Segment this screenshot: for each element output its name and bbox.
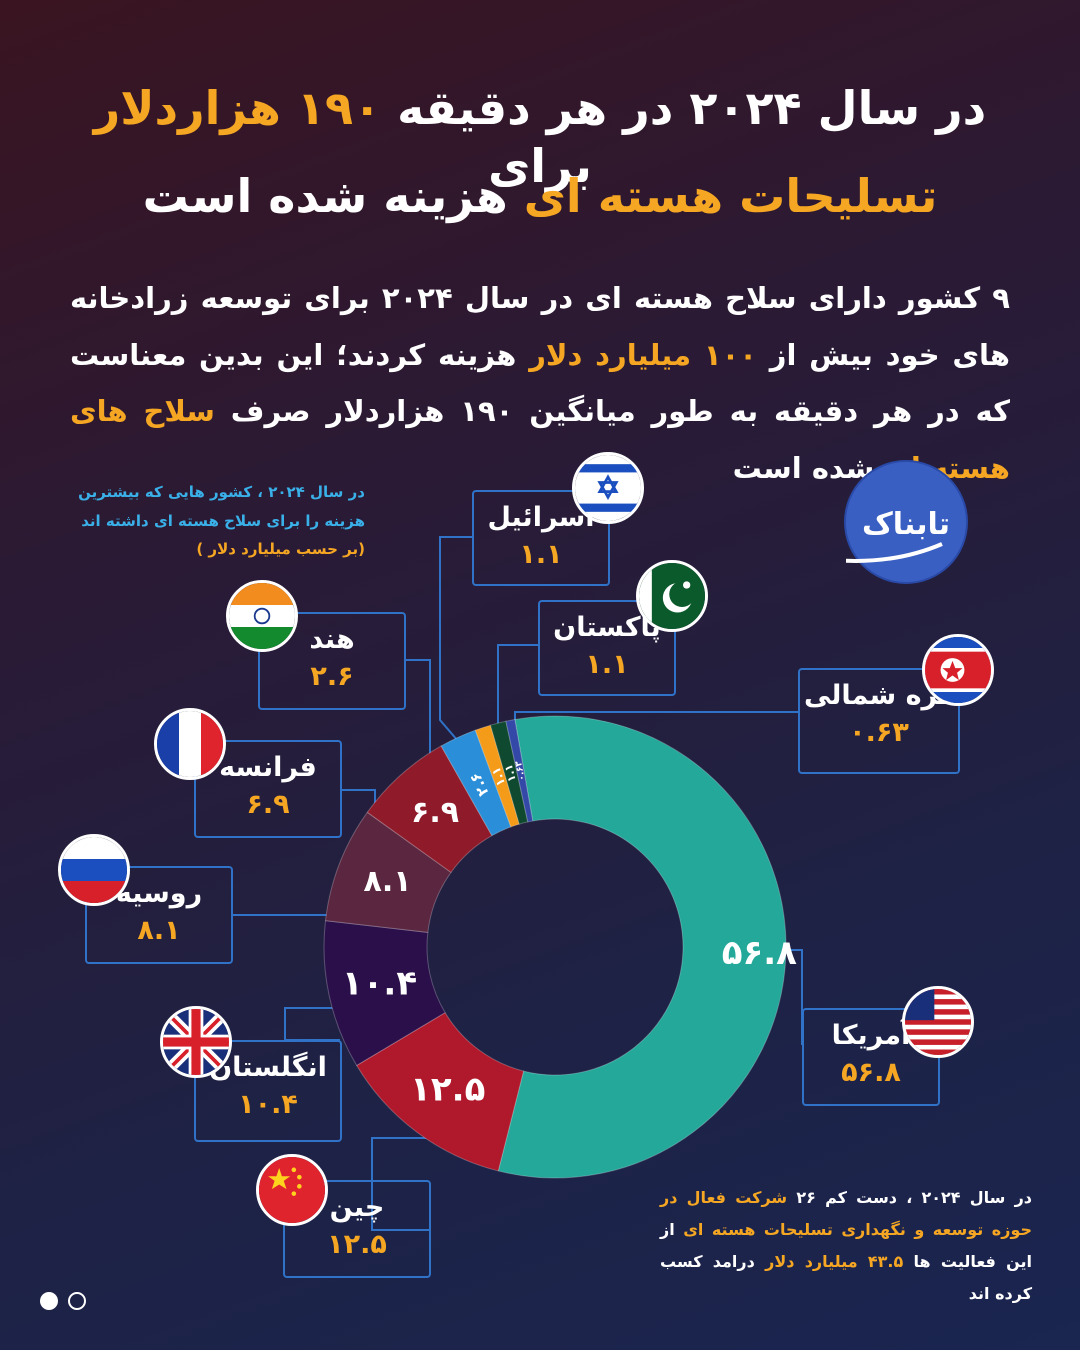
india-flag-icon [226, 580, 298, 652]
pagination-dot-active[interactable] [40, 1292, 58, 1310]
connector-china [371, 1137, 430, 1231]
slice-label-france: ۶.۹ [411, 795, 459, 830]
country-name-india: هند [309, 624, 355, 655]
footer-highlight-2: ۴۳.۵ میلیارد دلار [765, 1252, 904, 1271]
donut-slice-usa [497, 715, 787, 1179]
title-line1-b: برای [488, 138, 592, 193]
title-line2-b: هزینه شده است [142, 169, 508, 223]
pagination-dot-inactive[interactable] [68, 1292, 86, 1310]
uk-flag-icon [160, 1006, 232, 1078]
title-line-2: تسلیحات هسته ای هزینه شده است [40, 168, 1040, 226]
slice-label-uk: ۱۰.۴ [342, 963, 417, 1003]
slice-label-usa: ۵۶.۸ [722, 933, 797, 973]
tabnak-logo: تابناک [815, 462, 966, 582]
country-value-israel: ۱.۱ [519, 539, 563, 570]
title-line2-highlight: تسلیحات هسته ای [523, 169, 938, 223]
russia-flag-icon [58, 834, 130, 906]
country-name-usa: آمریکا [831, 1020, 911, 1051]
chart-note-text: در سال ۲۰۲۴ ، کشور هایی که بیشترین هزینه… [78, 483, 365, 530]
footer-part-3: درامد کسب کرده اند [660, 1252, 1032, 1303]
footer-part-1: در سال ۲۰۲۴ ، دست کم ۲۶ [796, 1188, 1033, 1207]
country-box-india: هند ۲.۶ [258, 612, 406, 710]
intro-part-2: هزینه کردند؛ این بدین معناست که در هر دق… [70, 337, 1010, 429]
country-name-uk: انگلستان [209, 1052, 327, 1083]
country-box-france: فرانسه ۶.۹ [194, 740, 342, 838]
slice-label-pakistan: ۱.۱ [502, 763, 519, 783]
intro-part-1: ۹ کشور دارای سلاح هسته ای در سال ۲۰۲۴ بر… [70, 281, 1010, 372]
israel-flag-icon [572, 452, 644, 524]
country-value-nkorea: ۰.۶۳ [849, 717, 909, 748]
donut-slice-nkorea [505, 718, 534, 823]
country-value-uk: ۱۰.۴ [238, 1089, 298, 1120]
country-value-china: ۱۲.۵ [327, 1229, 387, 1260]
france-flag-icon [154, 708, 226, 780]
intro-paragraph: ۹ کشور دارای سلاح هسته ای در سال ۲۰۲۴ بر… [70, 270, 1010, 496]
country-name-russia: روسیه [115, 878, 203, 909]
donut-slice-pakistan [489, 720, 529, 825]
donut-slice-china [355, 1011, 525, 1172]
country-value-pakistan: ۱.۱ [585, 649, 629, 680]
donut-slice-israel [474, 724, 520, 828]
connector-pakistan [497, 644, 538, 740]
footer-highlight-1: شرکت فعال در حوزه توسعه و نگهداری تسلیحا… [660, 1188, 1033, 1239]
connector-india [405, 659, 431, 785]
slice-label-nkorea: ۰.۶۳ [514, 760, 528, 782]
connector-israel [439, 536, 472, 756]
chart-note-unit: (بر حسب میلیارد دلار ) [196, 540, 365, 558]
slice-label-israel: ۱.۱ [489, 765, 508, 788]
country-name-france: فرانسه [219, 752, 317, 783]
title-line1-a: در سال ۲۰۲۴ در هر دقیقه [397, 81, 987, 135]
north-korea-flag-icon [922, 634, 994, 706]
logo-text: تابناک [862, 507, 950, 542]
country-box-china: چین ۱۲.۵ [283, 1180, 431, 1278]
footer-part-2: از این فعالیت ها [660, 1220, 1033, 1271]
country-value-india: ۲.۶ [310, 661, 354, 692]
donut-slice-uk [323, 920, 446, 1067]
country-value-usa: ۵۶.۸ [841, 1057, 901, 1088]
footer-note: در سال ۲۰۲۴ ، دست کم ۲۶ شرکت فعال در حوز… [660, 1182, 1032, 1310]
china-flag-icon [256, 1154, 328, 1226]
intro-part-3: شده است [732, 450, 875, 485]
intro-highlight-1: ۱۰۰ میلیارد دلار [529, 337, 757, 372]
slice-label-china: ۱۲.۵ [410, 1069, 485, 1109]
title-line-1: در سال ۲۰۲۴ در هر دقیقه ۱۹۰ هزاردلار برا… [40, 80, 1040, 195]
country-name-china: چین [329, 1192, 385, 1223]
pakistan-flag-icon [636, 560, 708, 632]
slice-label-russia: ۸.۱ [364, 864, 412, 899]
title-line1-highlight: ۱۹۰ هزاردلار [93, 81, 382, 135]
usa-flag-icon [902, 986, 974, 1058]
country-value-france: ۶.۹ [246, 789, 290, 820]
chart-note: در سال ۲۰۲۴ ، کشور هایی که بیشترین هزینه… [40, 478, 365, 564]
donut-slice-russia [324, 811, 452, 933]
country-box-russia: روسیه ۸.۱ [85, 866, 233, 964]
country-box-uk: انگلستان ۱۰.۴ [194, 1040, 342, 1142]
country-value-russia: ۸.۱ [137, 915, 181, 946]
